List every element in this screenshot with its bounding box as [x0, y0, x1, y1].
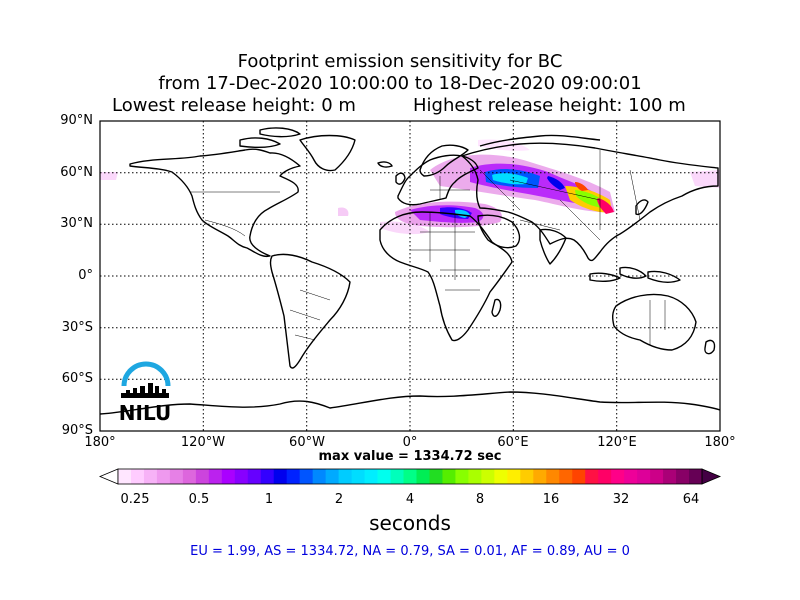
colorbar-extend-min	[98, 468, 119, 485]
colorbar-tick-label: 8	[475, 492, 485, 507]
colorbar-swatch	[585, 469, 599, 484]
colorbar-swatch	[118, 469, 132, 484]
colorbar-swatch	[507, 469, 521, 484]
colorbar-swatch	[351, 469, 365, 484]
colorbar-tick-label: 4	[405, 492, 415, 507]
colorbar-tick-label: 0.25	[120, 492, 150, 507]
colorbar-tick-label: 16	[542, 492, 560, 507]
map-frame	[99, 120, 721, 432]
colorbar-swatch	[442, 469, 456, 484]
colorbar-swatch	[377, 469, 391, 484]
lon-label-180e: 180°	[704, 435, 736, 450]
colorbar-swatch	[520, 469, 534, 484]
lat-label-30n: 30°N	[60, 216, 93, 231]
lat-label-30s: 30°S	[61, 320, 93, 335]
lon-label-60w: 60°W	[289, 435, 325, 450]
colorbar-swatch	[208, 469, 223, 484]
lat-label-60n: 60°N	[60, 165, 93, 180]
colorbar-swatch	[676, 469, 690, 484]
max-value-label: max value = 1334.72 sec	[318, 449, 502, 464]
colorbar-swatch	[390, 469, 404, 484]
colorbar-swatch	[364, 469, 378, 484]
colorbar-tick-label: 0.5	[188, 492, 210, 507]
colorbar-swatch	[689, 469, 703, 484]
lon-label-60e: 60°E	[497, 435, 529, 450]
nilu-logo: NILU	[119, 361, 171, 425]
colorbar-swatch	[169, 469, 184, 484]
logo-skyline	[121, 383, 169, 398]
colorbar-swatch	[156, 469, 171, 484]
colorbar-swatch	[546, 469, 560, 484]
graticule	[100, 121, 720, 431]
colorbar-swatch	[481, 469, 495, 484]
colorbar-swatch	[650, 469, 664, 484]
lon-label-0: 0°	[402, 435, 418, 450]
colorbar-swatch	[468, 469, 482, 484]
colorbar-tick-label: 2	[334, 492, 344, 507]
map-title-line2: from 17-Dec-2020 10:00:00 to 18-Dec-2020…	[158, 73, 642, 94]
colorbar-swatch	[221, 469, 236, 484]
region-totals: EU = 1.99, AS = 1334.72, NA = 0.79, SA =…	[190, 544, 630, 559]
colorbar-swatch	[559, 469, 573, 484]
lat-label-60s: 60°S	[61, 371, 93, 386]
colorbar-swatch	[455, 469, 469, 484]
lon-label-120e: 120°E	[597, 435, 637, 450]
colorbar-swatch	[598, 469, 612, 484]
colorbar-extend-max	[701, 468, 722, 485]
colorbar-tick-label: 32	[612, 492, 630, 507]
coastlines	[100, 127, 720, 415]
colorbar-swatch	[273, 469, 288, 484]
colorbar-tick-label: 1	[264, 492, 274, 507]
lon-label-180w: 180°	[84, 435, 116, 450]
colorbar-swatch	[182, 469, 197, 484]
lowest-release-height: Lowest release height: 0 m	[112, 95, 356, 116]
colorbar-swatch	[143, 469, 158, 484]
colorbar-swatch	[624, 469, 638, 484]
colorbar	[98, 468, 722, 485]
colorbar-swatch	[663, 469, 677, 484]
colorbar-swatch	[247, 469, 262, 484]
map-title-line1: Footprint emission sensitivity for BC	[237, 51, 563, 72]
colorbar-swatch	[403, 469, 417, 484]
colorbar-tick-label: 64	[682, 492, 700, 507]
colorbar-swatch	[533, 469, 547, 484]
colorbar-swatch	[299, 469, 314, 484]
colorbar-swatch	[195, 469, 210, 484]
colorbar-swatch	[312, 469, 327, 484]
colorbar-swatch	[325, 469, 340, 484]
colorbar-frame	[117, 468, 703, 485]
colorbar-swatch	[338, 469, 352, 484]
colorbar-swatch	[637, 469, 651, 484]
colorbar-swatch	[494, 469, 508, 484]
colorbar-swatch	[260, 469, 275, 484]
lat-label-90n: 90°N	[60, 113, 93, 128]
lon-label-120w: 120°W	[180, 435, 226, 450]
highest-release-height: Highest release height: 100 m	[413, 95, 686, 116]
logo-arc	[121, 361, 171, 387]
lat-label-90s: 90°S	[61, 423, 93, 438]
colorbar-swatch	[286, 469, 301, 484]
colorbar-units: seconds	[369, 511, 451, 535]
colorbar-swatch	[416, 469, 430, 484]
country-borders	[190, 150, 666, 345]
sensitivity-plume-faint	[100, 139, 720, 235]
colorbar-swatch	[234, 469, 249, 484]
logo-text: NILU	[119, 401, 171, 425]
lat-label-0: 0°	[78, 268, 93, 283]
colorbar-swatch	[130, 469, 145, 484]
colorbar-swatch	[429, 469, 443, 484]
colorbar-swatch	[572, 469, 586, 484]
colorbar-swatch	[611, 469, 625, 484]
